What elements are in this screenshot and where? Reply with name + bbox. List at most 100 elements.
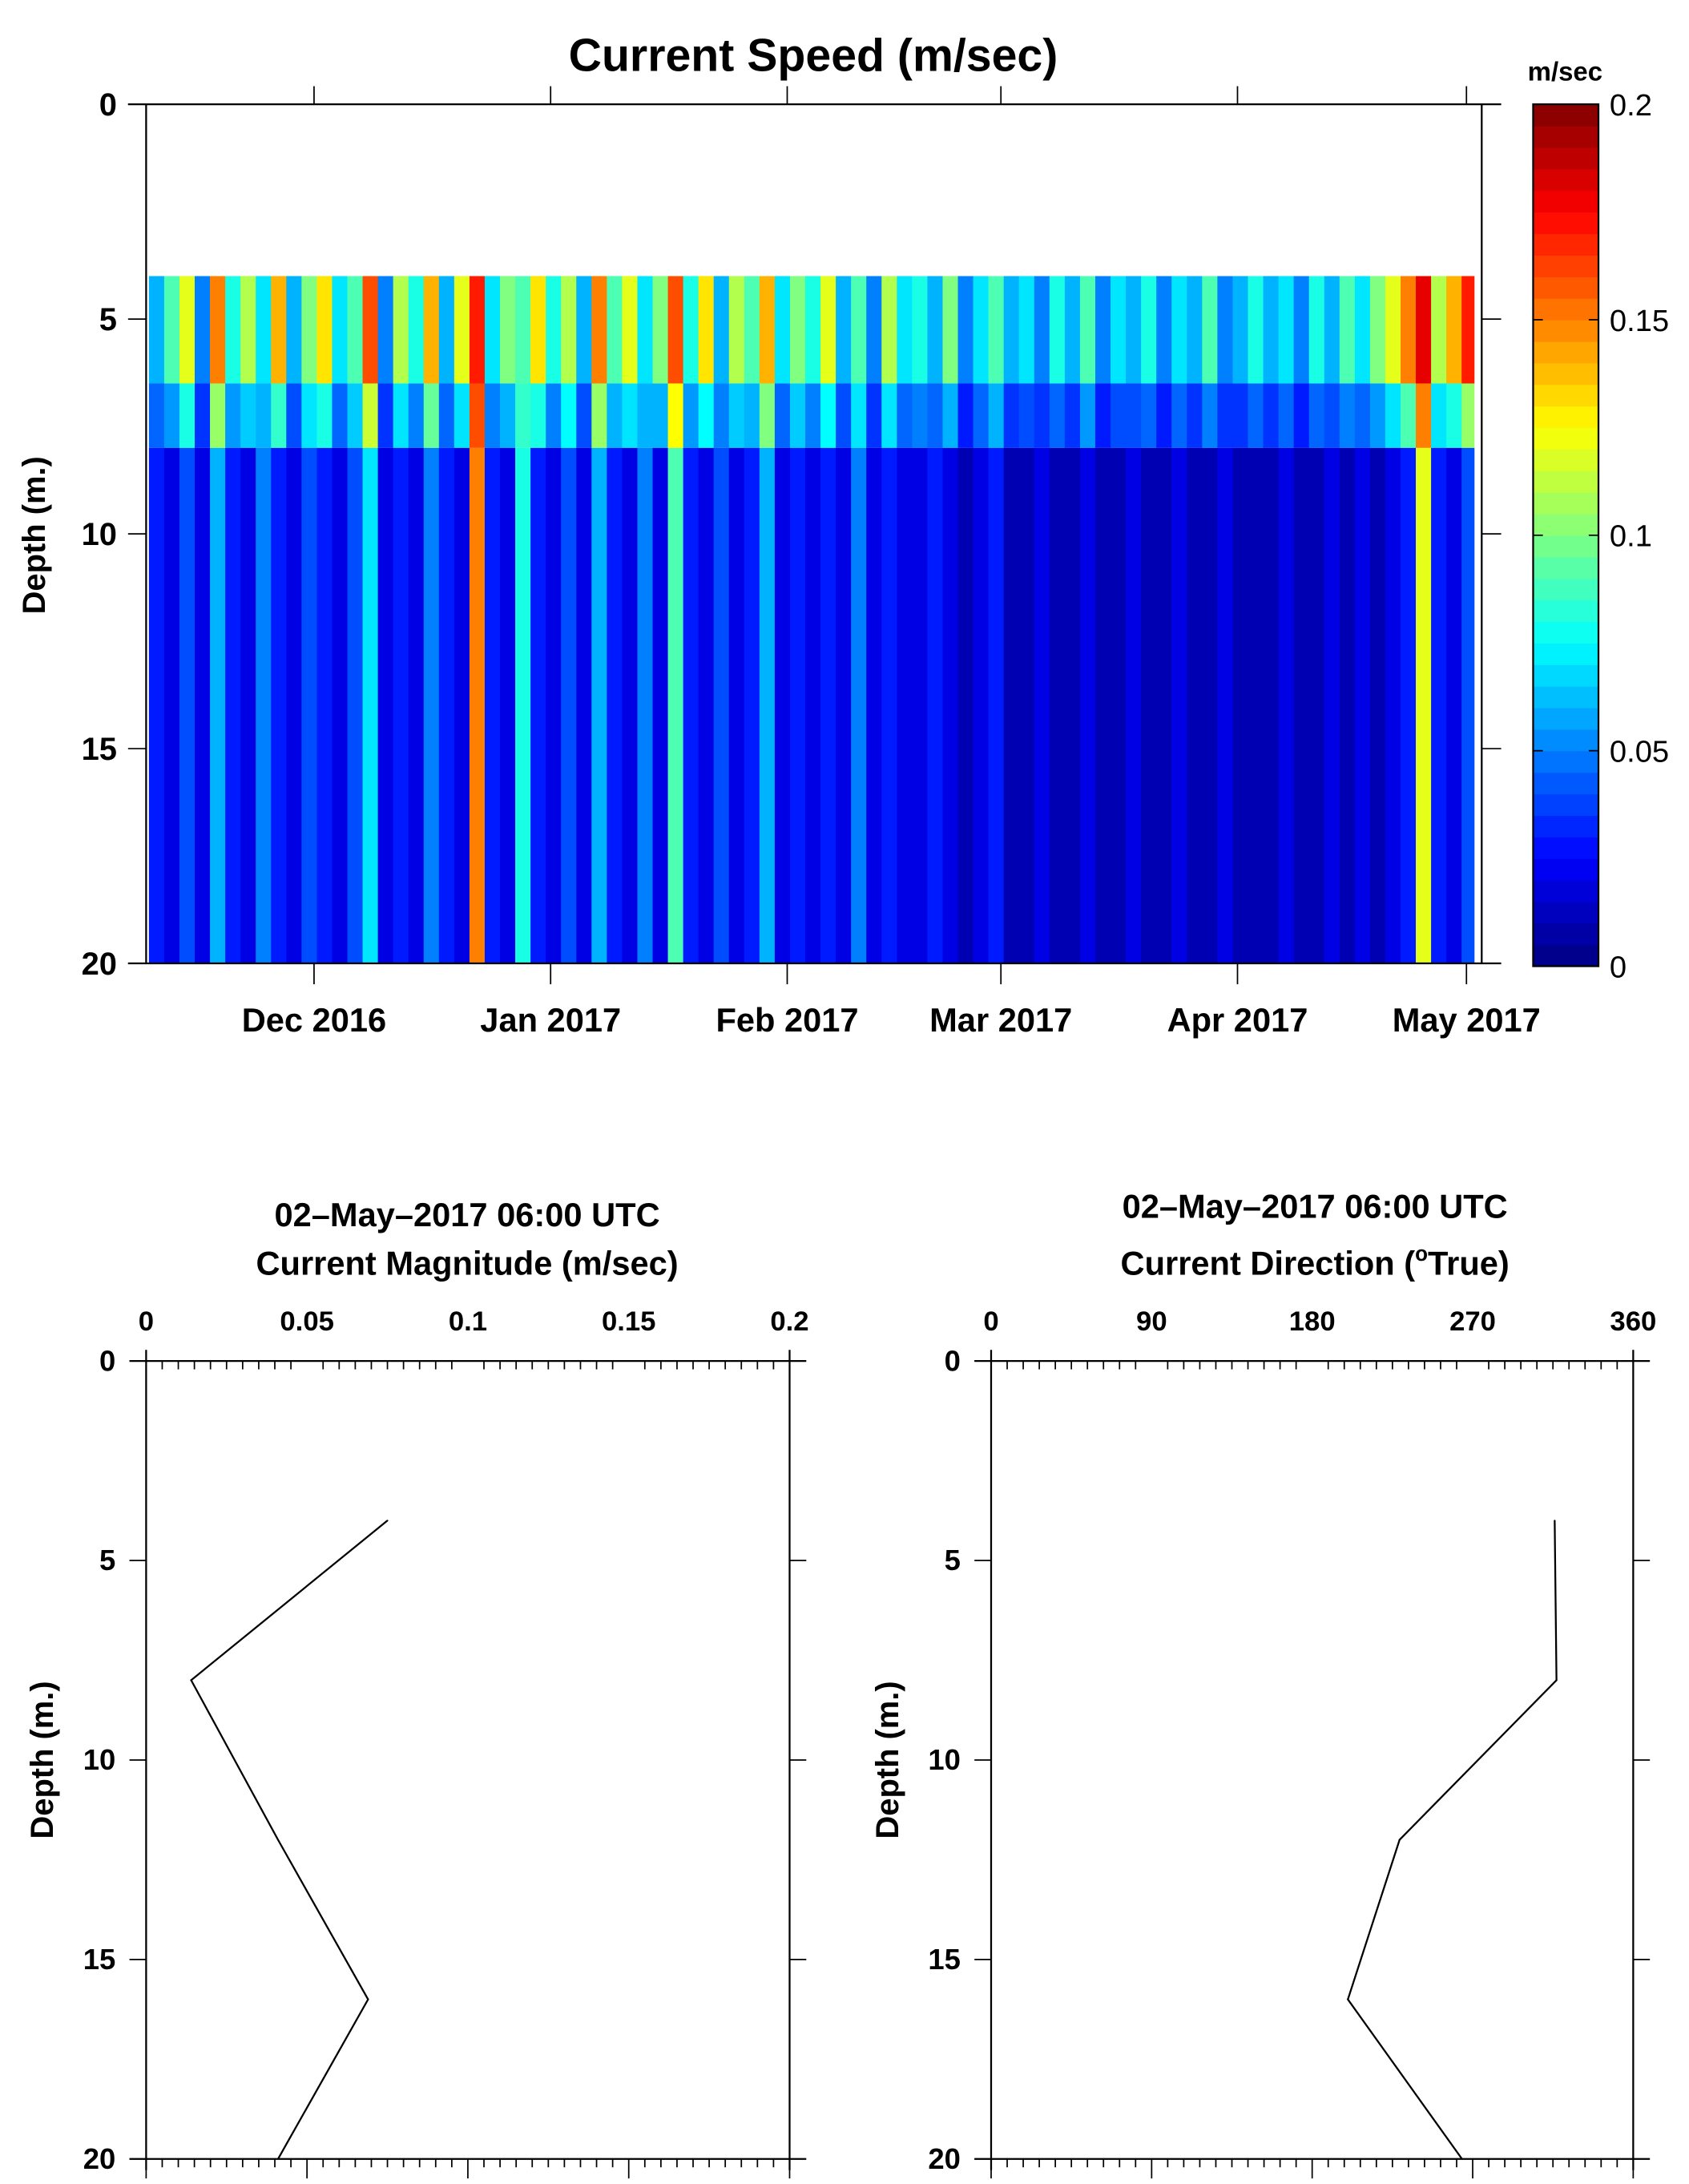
heatmap-cell-deep <box>683 447 699 964</box>
heatmap-cell-surface <box>1369 276 1386 384</box>
heatmap-cell-transition <box>377 383 394 448</box>
heatmap-cell-transition <box>179 383 196 448</box>
heatmap-cell-deep <box>1278 447 1295 964</box>
heatmap-cell-surface <box>1431 276 1447 384</box>
heatmap-cell-surface <box>1308 276 1325 384</box>
heatmap-cell-deep <box>546 447 562 964</box>
heatmap-cell-deep <box>362 447 379 964</box>
heatmap-cell-deep <box>667 447 684 964</box>
magnitude-y-axis-label: Depth (m.) <box>25 1681 60 1839</box>
heatmap-cell-transition <box>728 383 745 448</box>
heatmap-cell-deep <box>423 447 440 964</box>
colorbar-swatch <box>1533 513 1599 536</box>
colorbar-swatch <box>1533 492 1599 515</box>
heatmap-cell-surface <box>1263 276 1280 384</box>
heatmap-cell-transition <box>163 383 180 448</box>
colorbar-tick-label: 0 <box>1610 950 1627 984</box>
heatmap-cell-transition <box>225 383 241 448</box>
heatmap-cell-surface <box>851 276 867 384</box>
heatmap-cell-deep <box>1141 447 1157 964</box>
y-tick-label: 20 <box>82 947 117 982</box>
heatmap-cell-transition <box>1416 383 1432 448</box>
heatmap-cell-surface <box>973 276 990 384</box>
heatmap-cell-surface <box>179 276 196 384</box>
profile-point <box>1555 1679 1558 1681</box>
heatmap-cell-deep <box>469 447 486 964</box>
heatmap-cell-deep <box>1461 447 1475 964</box>
heatmap-cell-surface <box>1232 276 1249 384</box>
heatmap-cell-deep <box>942 447 959 964</box>
heatmap-cell-deep <box>210 447 226 964</box>
heatmap-cell-surface <box>225 276 241 384</box>
heatmap-cell-surface <box>1094 276 1111 384</box>
heatmap-cell-transition <box>957 383 974 448</box>
heatmap-cell-surface <box>774 276 791 384</box>
heatmap-cell-surface <box>1293 276 1310 384</box>
heatmap-cell-deep <box>316 447 333 964</box>
heatmap-cell-transition <box>805 383 821 448</box>
heatmap-cell-surface <box>1446 276 1462 384</box>
heatmap-cell-transition <box>1003 383 1020 448</box>
y-tick-label: 0 <box>99 1344 115 1377</box>
heatmap-cell-surface <box>591 276 607 384</box>
colorbar-swatch <box>1533 772 1599 795</box>
subtitle-pre: Current Direction ( <box>1121 1245 1416 1282</box>
heatmap-cell-surface <box>927 276 943 384</box>
heatmap-cell-surface <box>698 276 715 384</box>
heatmap-cell-deep <box>1094 447 1111 964</box>
heatmap-cell-deep <box>1248 447 1264 964</box>
heatmap-cell-surface <box>286 276 302 384</box>
colorbar-swatch <box>1533 104 1599 127</box>
heatmap-cell-surface <box>988 276 1005 384</box>
heatmap-cell-deep <box>973 447 990 964</box>
profile-point <box>1347 1998 1349 2000</box>
heatmap-cell-surface <box>1354 276 1371 384</box>
heatmap-cell-deep <box>1324 447 1340 964</box>
profile-point <box>367 1998 369 2000</box>
direction-title: 02–May–2017 06:00 UTC <box>1123 1187 1508 1225</box>
heatmap-cell-transition <box>1126 383 1142 448</box>
heatmap-cell-deep <box>1171 447 1187 964</box>
heatmap-cell-surface <box>728 276 745 384</box>
heatmap-cell-transition <box>1187 383 1203 448</box>
heatmap-cell-transition <box>820 383 836 448</box>
heatmap-cell-surface <box>393 276 409 384</box>
heatmap-cell-deep <box>774 447 791 964</box>
x-tick-label: Apr 2017 <box>1167 1001 1308 1039</box>
colorbar-swatch <box>1533 837 1599 859</box>
colorbar-swatch <box>1533 449 1599 471</box>
x-tick-label: 0.05 <box>280 1306 334 1337</box>
heatmap-cell-deep <box>927 447 943 964</box>
colorbar-swatch <box>1533 599 1599 623</box>
heatmap-cell-surface <box>1034 276 1050 384</box>
heatmap-cell-surface <box>683 276 699 384</box>
heatmap-cell-surface <box>316 276 333 384</box>
heatmap-cell-deep <box>240 447 256 964</box>
x-tick-label: Feb 2017 <box>716 1001 858 1039</box>
heatmap-cell-deep <box>1431 447 1447 964</box>
heatmap-cell-deep <box>286 447 302 964</box>
heatmap-cell-transition <box>1034 383 1050 448</box>
heatmap-cell-surface <box>1202 276 1218 384</box>
heatmap-cell-transition <box>1171 383 1187 448</box>
heatmap-cell-surface <box>836 276 852 384</box>
heatmap-cell-surface <box>1217 276 1233 384</box>
colorbar-label: m/sec <box>1528 57 1602 87</box>
heatmap-cell-deep <box>179 447 196 964</box>
colorbar-swatch <box>1533 944 1599 967</box>
heatmap-cell-surface <box>957 276 974 384</box>
heatmap-cell-deep <box>1293 447 1310 964</box>
profile-point <box>1398 1839 1401 1841</box>
heatmap-cell-deep <box>1202 447 1218 964</box>
heatmap-cell-deep <box>1232 447 1249 964</box>
heatmap-cell-transition <box>240 383 256 448</box>
heatmap-cell-surface <box>667 276 684 384</box>
heatmap-cell-deep <box>1018 447 1035 964</box>
colorbar-swatch <box>1533 427 1599 450</box>
heatmap-cell-transition <box>210 383 226 448</box>
degree-sup: o <box>1415 1241 1428 1266</box>
y-tick-label: 10 <box>82 517 117 552</box>
y-tick-label: 5 <box>99 302 117 337</box>
colorbar-swatch <box>1533 298 1599 321</box>
